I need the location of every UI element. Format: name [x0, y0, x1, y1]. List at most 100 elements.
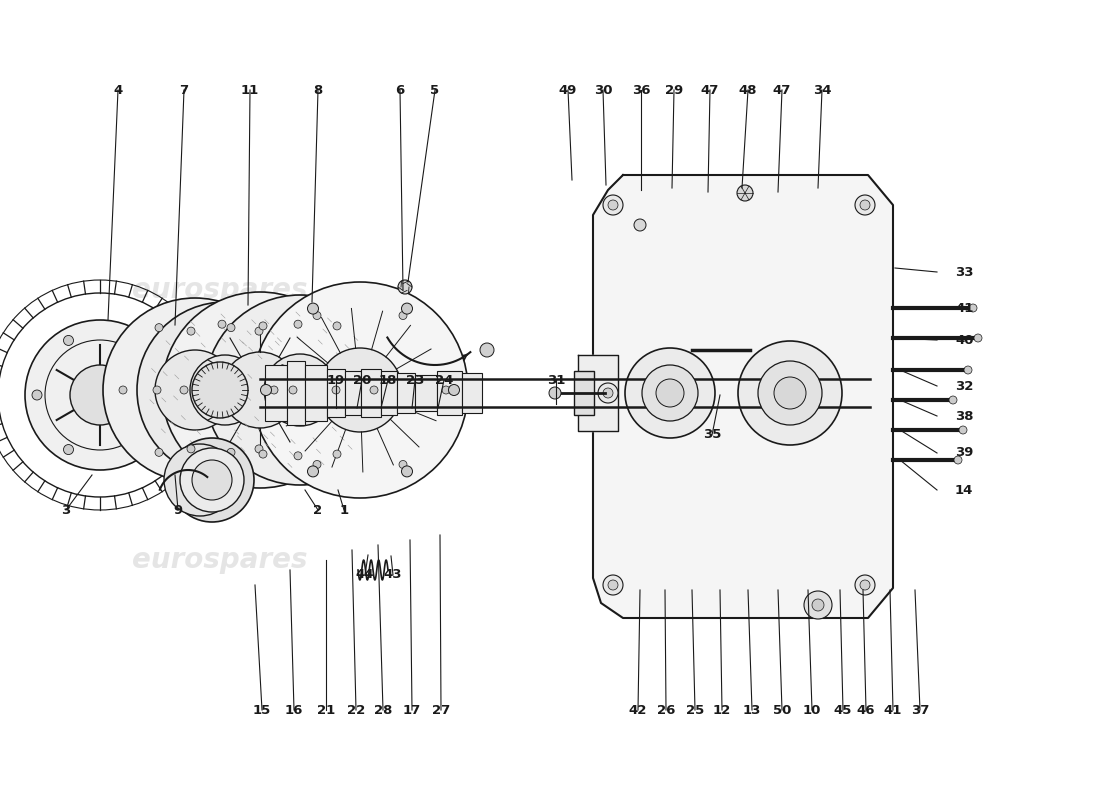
- Text: 29: 29: [664, 83, 683, 97]
- Circle shape: [308, 466, 319, 477]
- Circle shape: [954, 456, 962, 464]
- Circle shape: [603, 575, 623, 595]
- Circle shape: [812, 599, 824, 611]
- Circle shape: [480, 343, 494, 357]
- Text: 33: 33: [955, 266, 974, 278]
- Circle shape: [442, 386, 450, 394]
- Circle shape: [314, 311, 321, 319]
- Circle shape: [738, 341, 842, 445]
- Bar: [574, 371, 594, 415]
- Circle shape: [774, 377, 806, 409]
- Circle shape: [449, 385, 460, 395]
- Circle shape: [126, 335, 136, 346]
- Circle shape: [255, 327, 263, 335]
- Circle shape: [855, 575, 875, 595]
- Circle shape: [289, 386, 297, 394]
- Circle shape: [155, 324, 163, 332]
- Text: 48: 48: [739, 83, 757, 97]
- Circle shape: [258, 450, 267, 458]
- Text: 39: 39: [955, 446, 974, 459]
- Text: 34: 34: [813, 83, 832, 97]
- Text: 8: 8: [314, 83, 322, 97]
- Circle shape: [860, 200, 870, 210]
- Circle shape: [398, 280, 412, 294]
- Circle shape: [333, 450, 341, 458]
- Text: 20: 20: [353, 374, 371, 386]
- Circle shape: [158, 390, 168, 400]
- Circle shape: [64, 335, 74, 346]
- Text: 3: 3: [62, 503, 70, 517]
- Bar: [381, 371, 397, 415]
- Circle shape: [308, 303, 319, 314]
- Bar: [415, 375, 437, 411]
- Circle shape: [180, 386, 188, 394]
- Text: 19: 19: [327, 374, 345, 386]
- Circle shape: [959, 426, 967, 434]
- Circle shape: [70, 365, 130, 425]
- Text: eurospares: eurospares: [132, 276, 308, 304]
- Text: 11: 11: [241, 83, 260, 97]
- Circle shape: [860, 580, 870, 590]
- Text: 41: 41: [955, 302, 974, 314]
- Bar: [287, 361, 305, 425]
- Circle shape: [192, 362, 248, 418]
- Text: 36: 36: [631, 83, 650, 97]
- Circle shape: [399, 461, 407, 469]
- Text: 42: 42: [629, 703, 647, 717]
- Text: 4: 4: [113, 83, 122, 97]
- Circle shape: [164, 444, 236, 516]
- Circle shape: [218, 452, 226, 460]
- Circle shape: [949, 396, 957, 404]
- Text: 15: 15: [253, 703, 271, 717]
- Circle shape: [270, 386, 278, 394]
- Circle shape: [264, 354, 336, 426]
- Circle shape: [32, 390, 42, 400]
- Circle shape: [64, 445, 74, 454]
- Circle shape: [642, 365, 698, 421]
- Circle shape: [855, 195, 875, 215]
- Circle shape: [187, 445, 195, 453]
- Text: 26: 26: [657, 703, 675, 717]
- Text: 31: 31: [547, 374, 565, 386]
- Text: eurospares: eurospares: [632, 276, 807, 304]
- Text: 30: 30: [594, 83, 613, 97]
- Text: 44: 44: [355, 569, 374, 582]
- Circle shape: [162, 292, 358, 488]
- Circle shape: [192, 460, 232, 500]
- Text: 9: 9: [174, 503, 183, 517]
- Text: 23: 23: [406, 374, 425, 386]
- Circle shape: [180, 448, 244, 512]
- Circle shape: [103, 298, 287, 482]
- Bar: [437, 371, 462, 415]
- Circle shape: [656, 379, 684, 407]
- Circle shape: [255, 445, 263, 453]
- Circle shape: [190, 355, 260, 425]
- Text: 43: 43: [384, 569, 403, 582]
- Circle shape: [625, 348, 715, 438]
- Circle shape: [218, 320, 226, 328]
- Circle shape: [370, 386, 378, 394]
- Circle shape: [187, 327, 195, 335]
- Circle shape: [974, 334, 982, 342]
- Circle shape: [758, 361, 822, 425]
- Text: 12: 12: [713, 703, 732, 717]
- Circle shape: [25, 320, 175, 470]
- Text: 17: 17: [403, 703, 421, 717]
- Text: 47: 47: [701, 83, 719, 97]
- Circle shape: [227, 324, 235, 332]
- Circle shape: [155, 350, 235, 430]
- Circle shape: [263, 386, 271, 394]
- Text: 1: 1: [340, 503, 349, 517]
- Text: 25: 25: [686, 703, 704, 717]
- Circle shape: [608, 200, 618, 210]
- Circle shape: [222, 386, 230, 394]
- Circle shape: [294, 320, 302, 328]
- Circle shape: [314, 461, 321, 469]
- Text: 27: 27: [432, 703, 450, 717]
- Circle shape: [737, 185, 754, 201]
- Circle shape: [332, 386, 340, 394]
- Circle shape: [222, 352, 298, 428]
- Text: 49: 49: [559, 83, 578, 97]
- Text: 10: 10: [803, 703, 822, 717]
- Text: 35: 35: [703, 429, 722, 442]
